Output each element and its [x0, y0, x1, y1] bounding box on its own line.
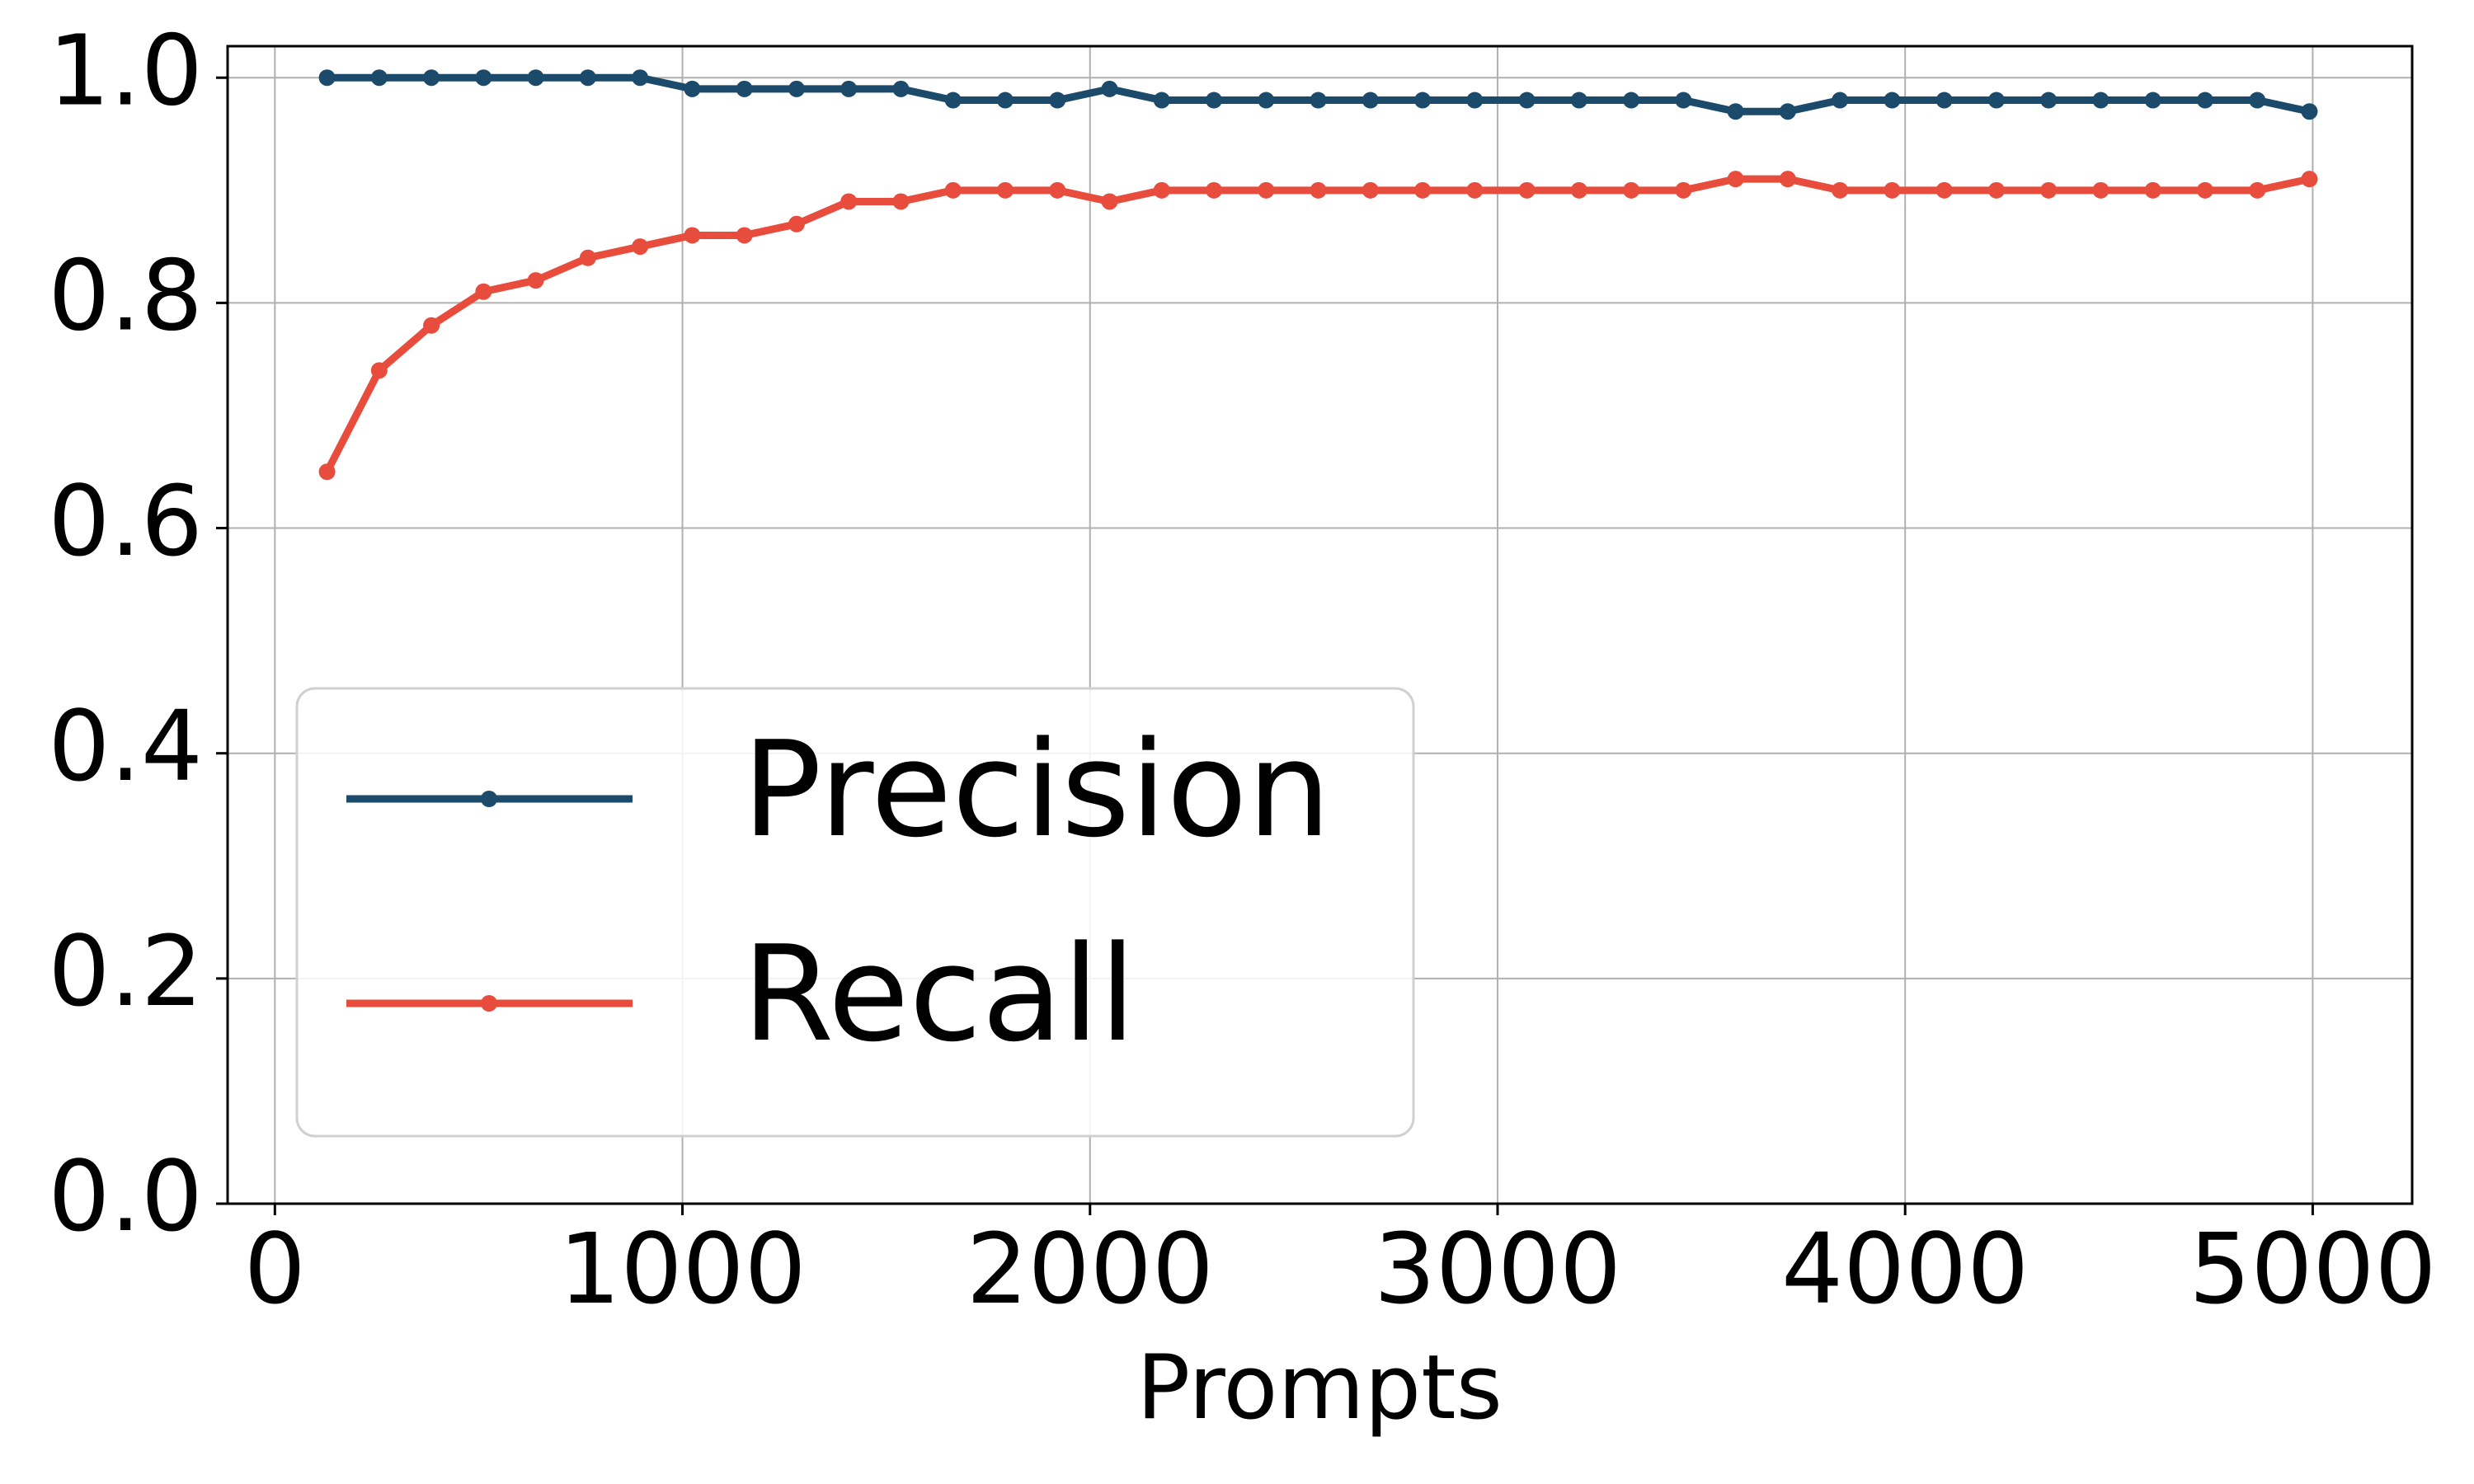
y-tick-label: 0.6: [48, 464, 203, 578]
point: [1727, 103, 1744, 120]
point: [684, 80, 701, 97]
point: [1832, 92, 1849, 109]
legend-label: Recall: [742, 917, 1136, 1071]
point: [318, 463, 336, 481]
point: [2144, 92, 2161, 109]
legend-marker: [481, 995, 497, 1012]
y-tick-label: 0.4: [48, 689, 203, 803]
point: [1518, 92, 1536, 109]
point: [892, 80, 910, 97]
point: [1362, 92, 1379, 109]
point: [2249, 92, 2266, 109]
point: [1466, 181, 1484, 199]
point: [527, 272, 544, 289]
point: [1310, 181, 1327, 199]
point: [2249, 181, 2266, 199]
x-tick-label: 3000: [1374, 1212, 1621, 1326]
point: [1362, 181, 1379, 199]
x-tick-label: 4000: [1781, 1212, 2029, 1326]
point: [318, 69, 336, 87]
point: [1049, 181, 1066, 199]
y-tick-label: 1.0: [48, 13, 203, 127]
point: [840, 80, 858, 97]
point: [370, 69, 388, 87]
point: [684, 227, 701, 244]
point: [370, 362, 388, 379]
x-tick-label: 5000: [2189, 1212, 2436, 1326]
point: [1779, 171, 1796, 188]
point: [1987, 92, 2005, 109]
y-tick-label: 0.2: [48, 914, 203, 1028]
point: [527, 69, 544, 87]
point: [1049, 92, 1066, 109]
point: [788, 215, 805, 232]
point: [1727, 171, 1744, 188]
point: [736, 227, 753, 244]
point: [2092, 92, 2109, 109]
point: [2092, 181, 2109, 199]
point: [1414, 181, 1432, 199]
point: [1258, 181, 1275, 199]
point: [1675, 92, 1692, 109]
point: [788, 80, 805, 97]
point: [1832, 181, 1849, 199]
point: [2301, 171, 2318, 188]
point: [1884, 181, 1901, 199]
point: [1206, 92, 1223, 109]
point: [1623, 92, 1640, 109]
point: [1884, 92, 1901, 109]
point: [1935, 181, 1953, 199]
point: [1779, 103, 1796, 120]
point: [996, 181, 1014, 199]
point: [632, 238, 649, 256]
point: [2301, 103, 2318, 120]
point: [1414, 92, 1432, 109]
point: [1466, 92, 1484, 109]
point: [579, 69, 596, 87]
point: [475, 283, 492, 300]
point: [1101, 193, 1118, 210]
point: [2040, 181, 2058, 199]
point: [1570, 181, 1587, 199]
y-tick-label: 0.8: [48, 239, 203, 353]
legend-marker: [481, 791, 497, 807]
point: [423, 317, 440, 334]
point: [1310, 92, 1327, 109]
point: [475, 69, 492, 87]
point: [944, 92, 962, 109]
point: [1101, 80, 1118, 97]
point: [996, 92, 1014, 109]
point: [1153, 92, 1170, 109]
point: [1206, 181, 1223, 199]
point: [2196, 181, 2213, 199]
x-tick-label: 0: [244, 1212, 306, 1326]
point: [1153, 181, 1170, 199]
point: [423, 69, 440, 87]
point: [736, 80, 753, 97]
y-tick-label: 0.0: [48, 1139, 203, 1253]
point: [579, 249, 596, 266]
x-tick-label: 1000: [558, 1212, 806, 1326]
point: [840, 193, 858, 210]
plot-frame: [226, 45, 2414, 1205]
x-axis-label: Prompts: [1136, 1336, 1503, 1439]
point: [632, 69, 649, 87]
point: [1987, 181, 2005, 199]
point: [1570, 92, 1587, 109]
legend-label: Precision: [742, 712, 1331, 866]
point: [1623, 181, 1640, 199]
point: [1935, 92, 1953, 109]
point: [944, 181, 962, 199]
point: [1518, 181, 1536, 199]
point: [2040, 92, 2058, 109]
point: [2196, 92, 2213, 109]
point: [1675, 181, 1692, 199]
x-tick-label: 2000: [967, 1212, 1214, 1326]
point: [892, 193, 910, 210]
point: [1258, 92, 1275, 109]
point: [2144, 181, 2161, 199]
